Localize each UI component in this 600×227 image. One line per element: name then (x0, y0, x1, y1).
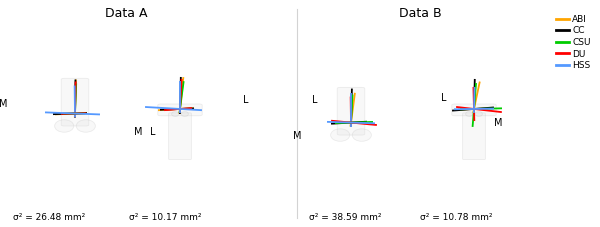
FancyBboxPatch shape (61, 78, 89, 126)
Text: M: M (494, 118, 502, 128)
Text: L: L (243, 95, 249, 105)
Text: L: L (150, 127, 156, 137)
Text: M: M (134, 127, 142, 137)
Text: σ² = 26.48 mm²: σ² = 26.48 mm² (13, 213, 85, 222)
Text: Data B: Data B (398, 7, 442, 20)
Ellipse shape (466, 111, 473, 116)
Text: Data A: Data A (105, 7, 147, 20)
Ellipse shape (352, 129, 371, 141)
FancyBboxPatch shape (337, 87, 365, 135)
Text: σ² = 10.17 mm²: σ² = 10.17 mm² (129, 213, 202, 222)
Ellipse shape (331, 129, 350, 141)
Text: M: M (293, 131, 301, 141)
Text: M: M (0, 99, 7, 109)
FancyBboxPatch shape (169, 113, 191, 160)
Text: L: L (312, 95, 318, 105)
Text: L: L (441, 93, 447, 103)
Ellipse shape (181, 111, 188, 116)
Ellipse shape (55, 120, 74, 132)
FancyBboxPatch shape (158, 104, 202, 116)
Text: σ² = 10.78 mm²: σ² = 10.78 mm² (420, 213, 493, 222)
Ellipse shape (172, 111, 179, 116)
Ellipse shape (76, 120, 95, 132)
Legend: ABI, CC, CSU, DU, HSS: ABI, CC, CSU, DU, HSS (553, 11, 594, 74)
Text: σ² = 38.59 mm²: σ² = 38.59 mm² (309, 213, 382, 222)
FancyBboxPatch shape (452, 104, 496, 116)
FancyBboxPatch shape (463, 113, 485, 160)
Ellipse shape (475, 111, 482, 116)
